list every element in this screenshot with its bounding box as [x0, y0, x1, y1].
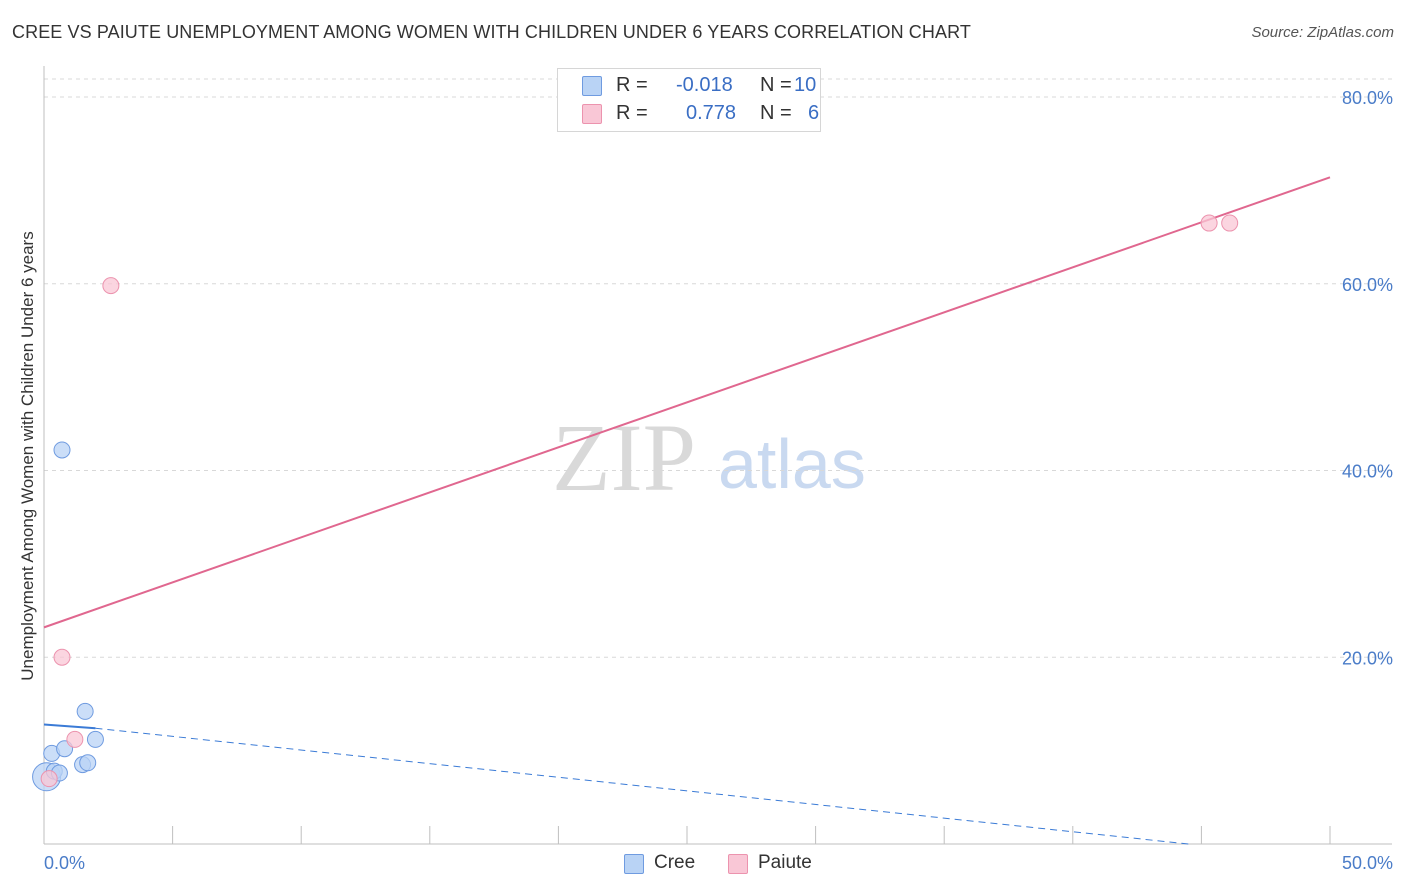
legend-n-value: 6: [808, 102, 820, 124]
axes: [43, 66, 1392, 845]
paiute-point: [66, 730, 84, 748]
legend-n-value: 10: [794, 74, 817, 96]
cree-point: [86, 730, 104, 748]
cree-swatch: [624, 854, 644, 874]
legend-r-label: R =: [616, 102, 648, 124]
cree-point: [53, 441, 71, 459]
legend-n-label: N =: [760, 74, 792, 96]
bottom-legend-label: Paiute: [758, 852, 812, 873]
watermark-atlas: atlas: [718, 425, 866, 503]
legend-r-value: 0.778: [686, 102, 737, 124]
cree-trend-extension: [95, 727, 1189, 845]
legend-r-label: R =: [616, 74, 648, 96]
y-tick-label: 80.0%: [1342, 88, 1393, 108]
legend-n-label: N =: [760, 102, 792, 124]
cree-swatch: [582, 76, 602, 96]
y-tick-label: 20.0%: [1342, 648, 1393, 668]
chart-title: CREE VS PAIUTE UNEMPLOYMENT AMONG WOMEN …: [12, 22, 971, 42]
paiute-point: [102, 277, 120, 295]
paiute-point: [1221, 214, 1239, 232]
paiute-point: [40, 770, 58, 788]
paiute-point: [1200, 214, 1218, 232]
data-points: [32, 214, 1239, 792]
tick-labels: 20.0% 40.0% 60.0% 80.0% 0.0% 50.0%: [44, 88, 1393, 873]
paiute-point: [53, 648, 71, 666]
x-tick-label: 0.0%: [44, 853, 85, 873]
cree-point: [79, 754, 97, 772]
watermark-zip: ZIP: [552, 404, 696, 511]
correlation-legend: R = -0.018 N = 10 R = 0.778 N = 6: [557, 68, 821, 132]
bottom-legend-label: Cree: [654, 852, 696, 873]
trend-lines: [43, 176, 1331, 845]
paiute-trend-line: [43, 176, 1331, 629]
grid-lines: [44, 78, 1392, 658]
paiute-swatch: [582, 104, 602, 124]
y-tick-label: 40.0%: [1342, 462, 1393, 482]
legend-r-value: -0.018: [676, 74, 733, 96]
x-tick-label: 50.0%: [1342, 853, 1393, 873]
y-tick-label: 60.0%: [1342, 275, 1393, 295]
source-label: Source: ZipAtlas.com: [1251, 24, 1394, 41]
paiute-swatch: [728, 854, 748, 874]
cree-trend-line: [43, 723, 96, 730]
cree-point: [76, 702, 94, 720]
